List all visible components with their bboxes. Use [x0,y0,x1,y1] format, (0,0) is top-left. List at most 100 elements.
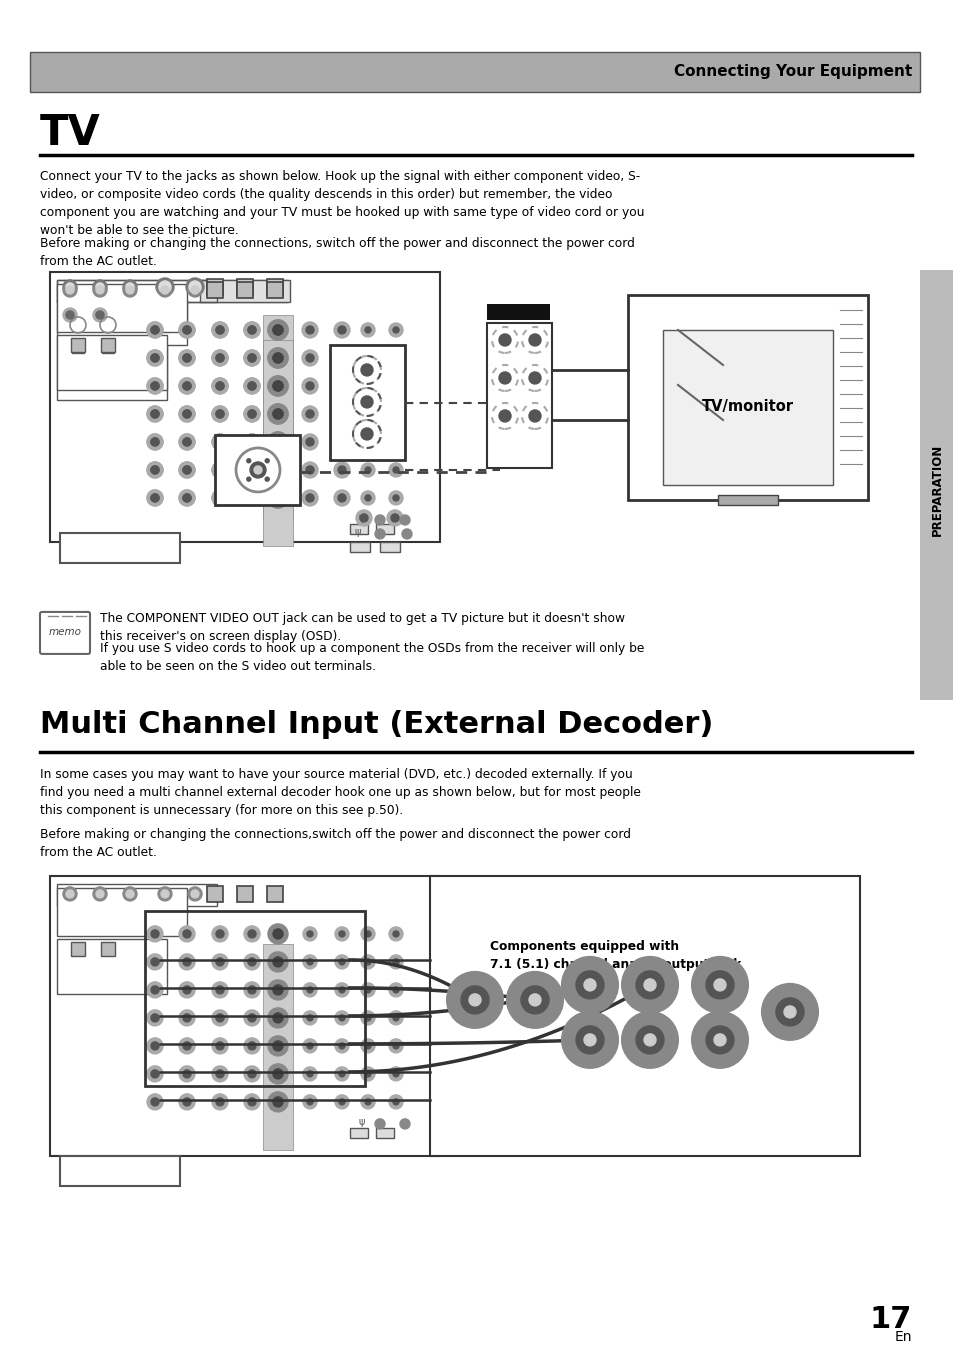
Text: In some cases you may want to have your source material (DVD, etc.) decoded exte: In some cases you may want to have your … [40,768,640,817]
Circle shape [147,462,163,479]
Bar [236,279,253,295]
Circle shape [393,495,398,501]
Circle shape [248,381,255,390]
Bar [50,876,439,1155]
Circle shape [183,985,191,993]
Circle shape [303,983,316,998]
Circle shape [244,462,260,479]
Circle shape [212,377,228,394]
Bar [71,341,84,353]
Circle shape [365,987,371,993]
Circle shape [273,957,283,967]
Circle shape [244,1010,260,1026]
Circle shape [713,1034,725,1046]
Circle shape [147,1093,163,1109]
Circle shape [244,377,260,394]
Circle shape [355,510,372,526]
Circle shape [334,350,350,365]
Circle shape [215,958,224,967]
Circle shape [303,1066,316,1081]
Circle shape [244,406,260,422]
Bar [207,282,223,298]
Circle shape [151,930,159,938]
Bar [267,886,283,902]
Circle shape [212,462,228,479]
Circle shape [583,979,596,991]
Bar [330,345,405,460]
Bar [263,944,293,1150]
Circle shape [215,1070,224,1078]
Circle shape [365,466,371,473]
Circle shape [360,350,375,365]
Circle shape [365,411,371,417]
Circle shape [469,993,480,1006]
Circle shape [183,466,191,474]
Circle shape [393,328,398,333]
Circle shape [389,407,402,421]
Circle shape [273,929,283,940]
Circle shape [335,983,349,998]
Bar [60,532,180,563]
Circle shape [151,466,159,474]
Circle shape [775,998,803,1026]
Circle shape [156,278,173,297]
Circle shape [253,466,262,474]
Circle shape [375,515,385,524]
Circle shape [212,322,228,338]
Circle shape [215,410,224,418]
Text: TV: TV [40,112,101,154]
Circle shape [215,355,224,363]
Circle shape [248,466,255,474]
Circle shape [334,489,350,506]
Circle shape [365,1070,371,1077]
Circle shape [151,381,159,390]
Circle shape [248,410,255,418]
Circle shape [303,927,316,941]
Bar [50,272,439,542]
Circle shape [248,1042,255,1050]
Circle shape [268,980,288,1000]
Circle shape [268,460,288,480]
Circle shape [307,958,313,965]
Circle shape [96,283,104,291]
Circle shape [215,493,224,501]
Bar [486,303,550,319]
Circle shape [393,1043,398,1049]
FancyBboxPatch shape [40,612,90,654]
Circle shape [147,981,163,998]
Circle shape [179,377,194,394]
Bar [350,524,368,534]
Circle shape [389,1039,402,1053]
Circle shape [643,979,656,991]
Circle shape [713,979,725,991]
Circle shape [268,923,288,944]
Text: Connecting Your Equipment: Connecting Your Equipment [673,65,911,80]
Circle shape [337,381,346,390]
Circle shape [389,954,402,969]
Circle shape [179,1066,194,1082]
Circle shape [183,493,191,501]
Circle shape [215,1042,224,1050]
Circle shape [375,528,385,539]
Circle shape [179,981,194,998]
Circle shape [360,462,375,477]
Circle shape [268,431,288,452]
Circle shape [179,926,194,942]
Bar [214,435,299,506]
Circle shape [244,406,260,422]
Circle shape [179,322,194,338]
Circle shape [307,495,313,501]
Circle shape [92,887,107,900]
Circle shape [365,958,371,965]
Circle shape [265,477,269,481]
Circle shape [268,404,288,425]
Circle shape [66,286,74,294]
Circle shape [498,334,511,346]
Circle shape [151,355,159,363]
Circle shape [248,493,255,501]
Bar [430,876,859,1155]
Circle shape [183,1097,191,1105]
Circle shape [212,350,228,365]
Bar [207,279,223,295]
Circle shape [248,466,255,474]
